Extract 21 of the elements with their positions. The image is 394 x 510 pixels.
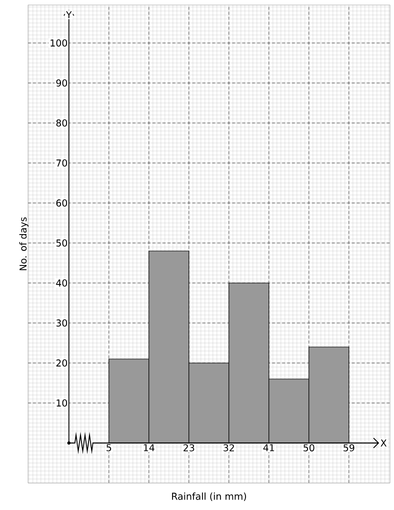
y-tick-label: 40	[56, 279, 68, 287]
y-tick-label: 50	[56, 239, 68, 247]
x-tick-label: 14	[144, 444, 154, 452]
y-tick-label: 30	[56, 319, 68, 327]
y-tick-label: 10	[56, 399, 68, 407]
x-tick-label: 50	[304, 444, 314, 452]
x-tick-label: 5	[106, 444, 112, 452]
y-tick-label: 60	[56, 199, 68, 207]
x-axis-title: Rainfall (in mm)	[172, 492, 246, 501]
annotation: X	[380, 440, 387, 446]
y-tick-label: 20	[56, 359, 68, 367]
x-tick-label: 59	[344, 444, 354, 452]
y-axis-title: No. of days	[19, 217, 28, 270]
x-tick-label: 32	[224, 444, 234, 452]
y-tick-label: 70	[56, 159, 68, 167]
x-tick-label: 41	[263, 444, 274, 452]
annotation: Y	[66, 11, 72, 18]
y-tick-label: 90	[56, 79, 68, 87]
y-tick-label: 100	[50, 39, 68, 47]
y-tick-label: 80	[56, 119, 68, 127]
x-tick-label: 23	[184, 444, 194, 452]
